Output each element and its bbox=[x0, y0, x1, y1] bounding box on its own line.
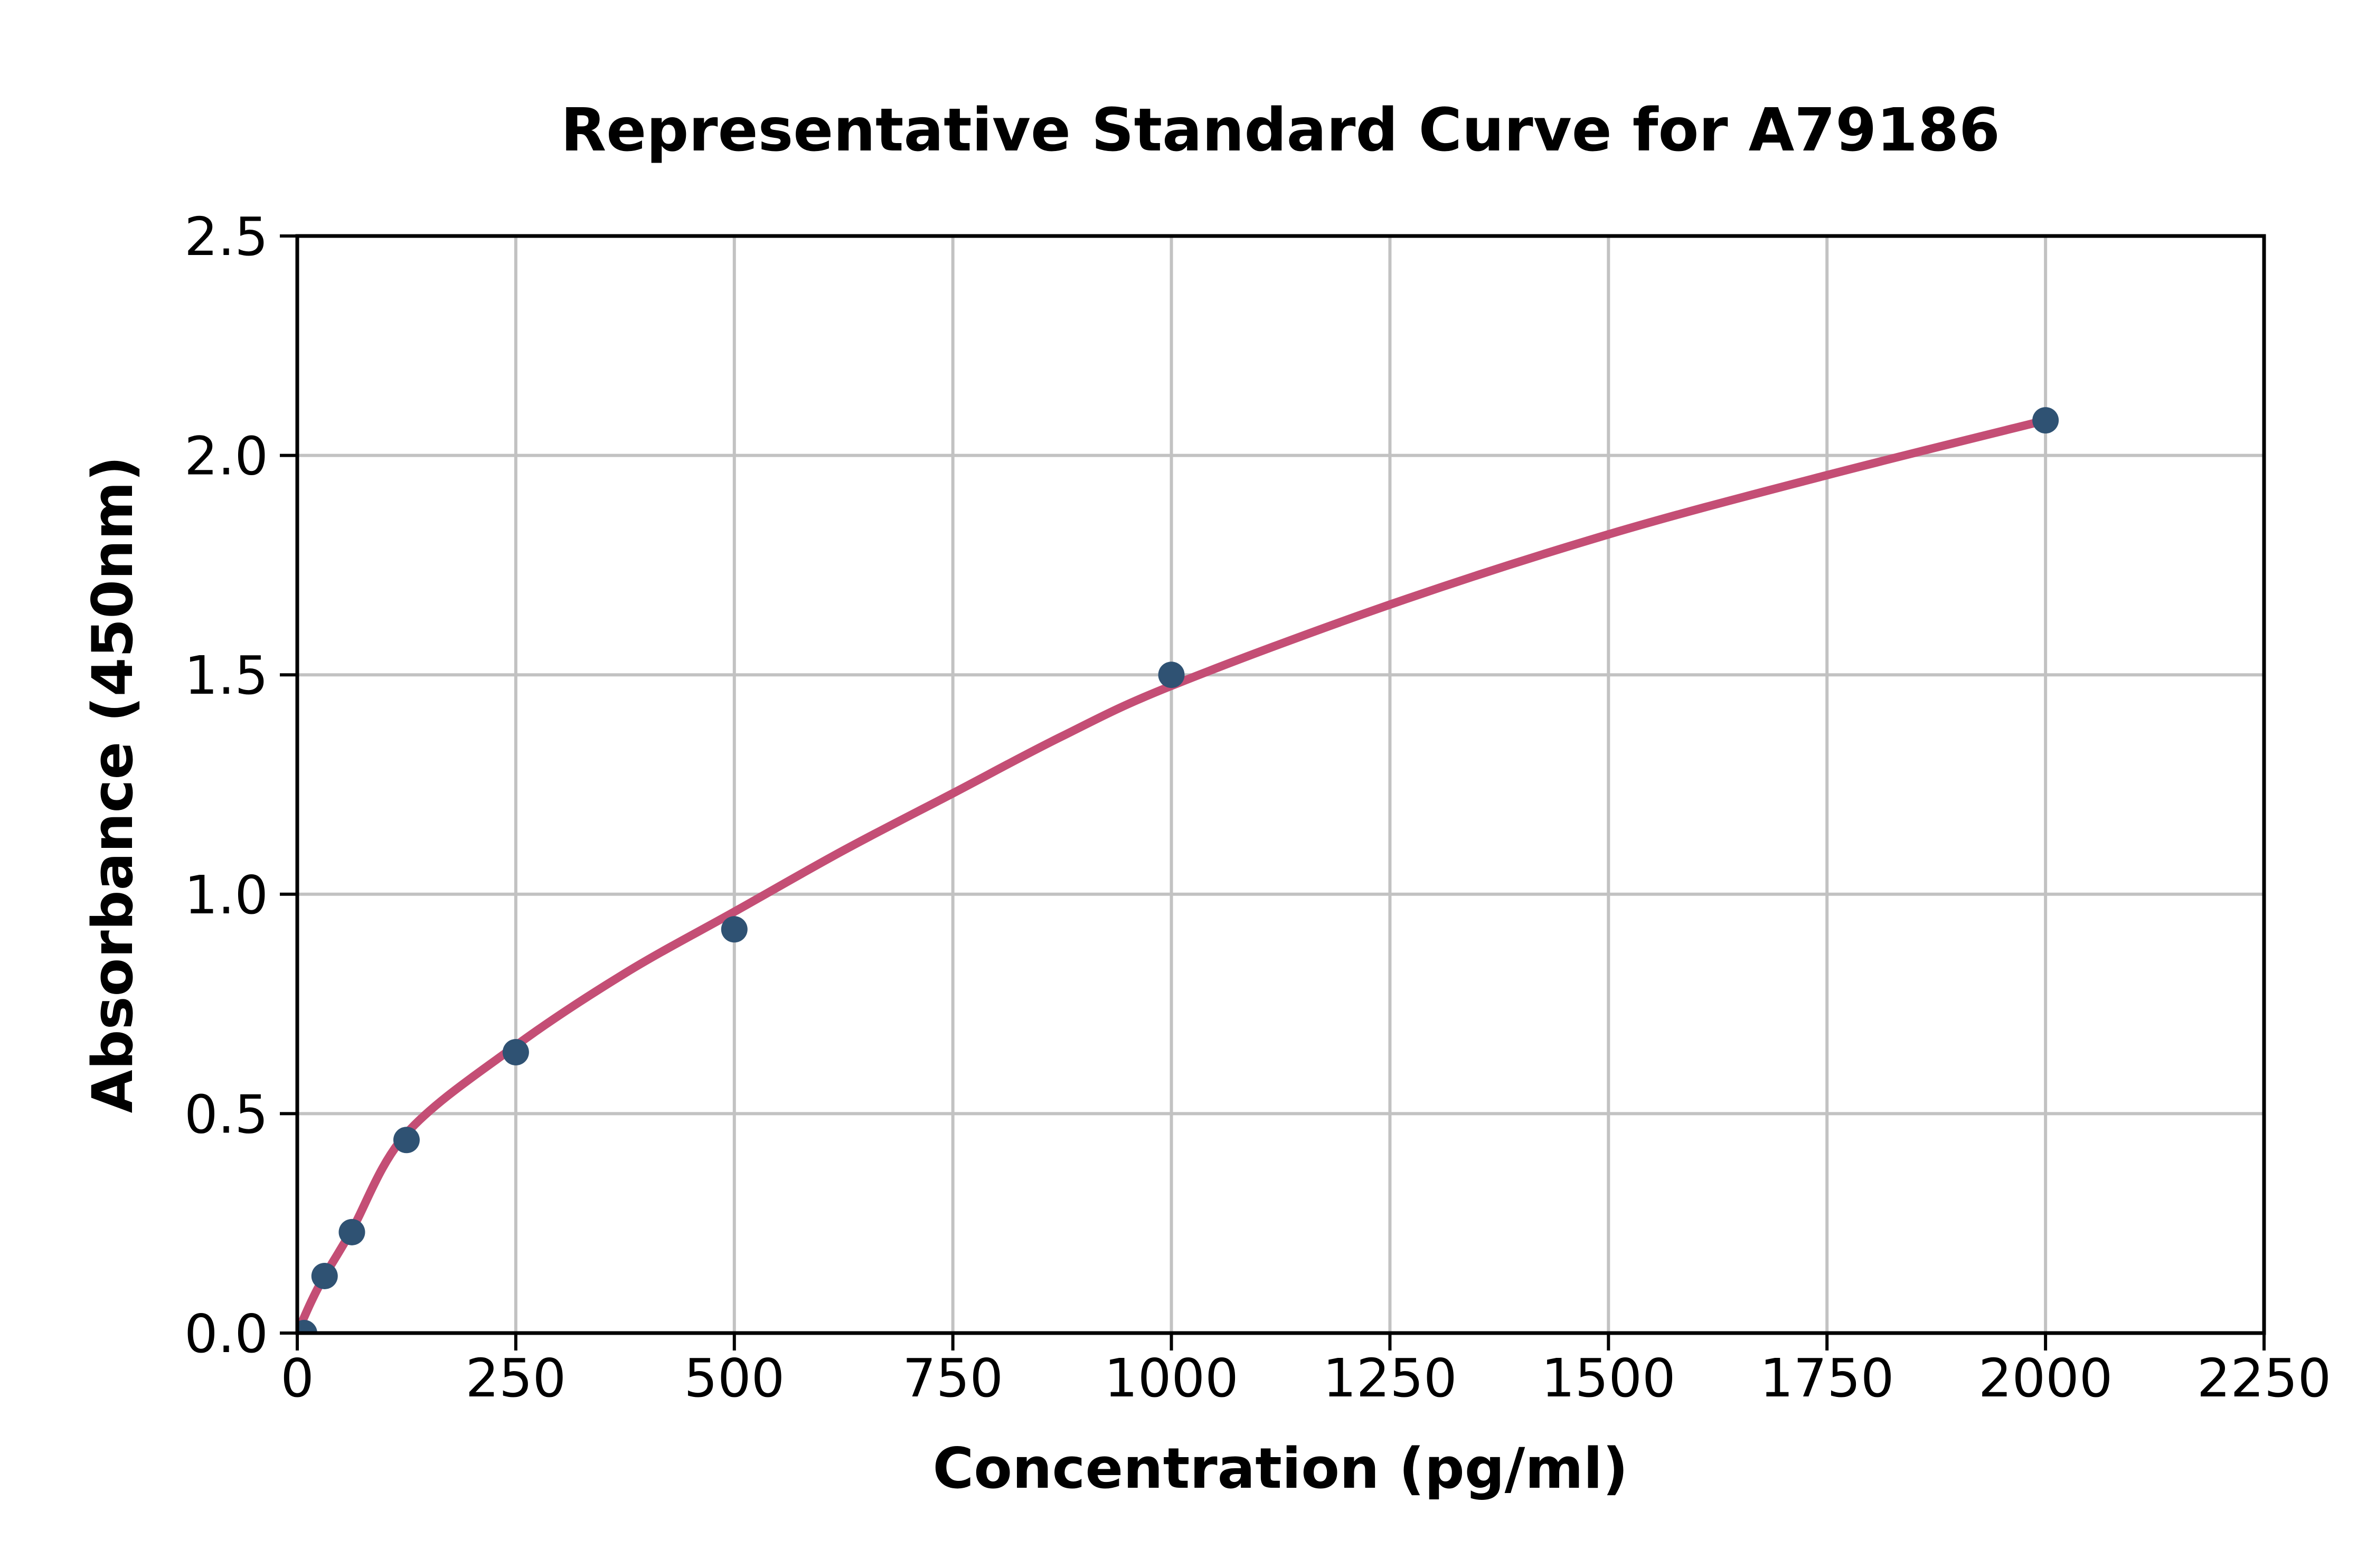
x-tick-label: 0 bbox=[280, 1347, 314, 1409]
x-tick-label: 250 bbox=[465, 1347, 566, 1409]
data-point-markers bbox=[297, 407, 2059, 1333]
plot-border bbox=[295, 234, 2266, 1335]
axis-tick-labels: 0 250 500 750 1000 1250 1500 1750 2000 2250 0.0 0.5… bbox=[184, 206, 2331, 1409]
x-tick-label: 1750 bbox=[1760, 1347, 1894, 1409]
fitted-curve-line bbox=[297, 416, 2050, 1333]
data-point bbox=[721, 916, 748, 943]
data-point bbox=[2032, 407, 2059, 434]
x-tick-label: 750 bbox=[902, 1347, 1003, 1409]
x-tick-label: 2000 bbox=[1978, 1347, 2113, 1409]
y-tick-label: 0.5 bbox=[184, 1083, 268, 1145]
x-tick-label: 1000 bbox=[1104, 1347, 1239, 1409]
data-point bbox=[297, 1320, 317, 1333]
data-point bbox=[338, 1218, 365, 1245]
x-tick-label: 1250 bbox=[1323, 1347, 1457, 1409]
x-tick-label: 2250 bbox=[2197, 1347, 2332, 1409]
x-tick-label: 500 bbox=[684, 1347, 785, 1409]
y-tick-label: 1.0 bbox=[184, 864, 268, 926]
axis-ticks bbox=[280, 234, 2266, 1350]
y-tick-label: 0.0 bbox=[184, 1303, 268, 1365]
y-axis-label: Absorbance (450nm) bbox=[80, 456, 145, 1113]
chart-title: Representative Standard Curve for A79186 bbox=[561, 96, 2000, 165]
x-tick-label: 1500 bbox=[1541, 1347, 1676, 1409]
data-point bbox=[502, 1039, 529, 1066]
data-point bbox=[1158, 662, 1185, 688]
y-tick-label: 2.5 bbox=[184, 206, 268, 268]
plot-data bbox=[297, 407, 2059, 1333]
y-tick-label: 1.5 bbox=[184, 645, 268, 706]
x-axis-label: Concentration (pg/ml) bbox=[932, 1436, 1628, 1501]
y-tick-label: 2.0 bbox=[184, 426, 268, 487]
data-point bbox=[393, 1127, 420, 1154]
data-point bbox=[311, 1262, 338, 1289]
gridlines bbox=[297, 234, 2266, 1333]
